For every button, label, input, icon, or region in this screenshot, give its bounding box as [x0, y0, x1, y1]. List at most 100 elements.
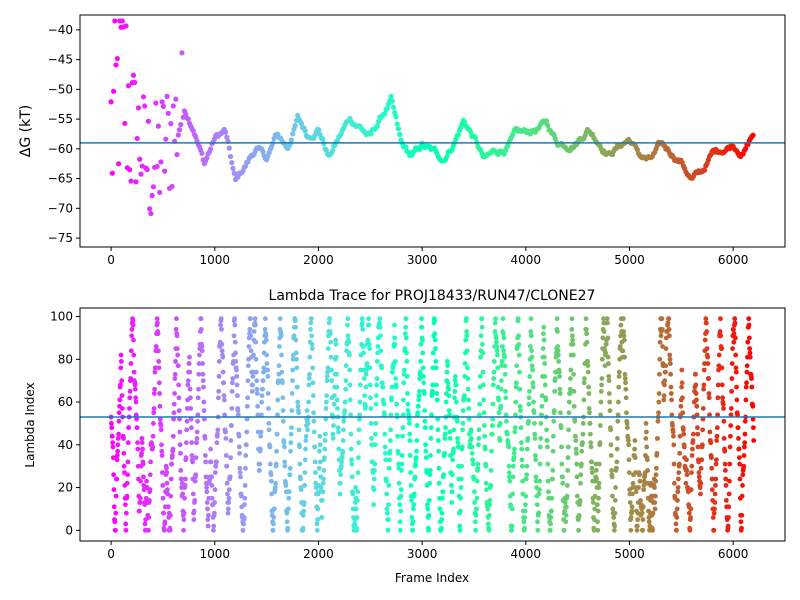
lambda-point [480, 350, 486, 356]
lambda-panel: Lambda Trace for PROJ18433/RUN47/CLONE27… [23, 288, 786, 585]
lambda-point [336, 446, 342, 452]
lambda-point [417, 369, 423, 375]
lambda-point [700, 416, 706, 422]
lambda-point [411, 491, 417, 497]
lambda-point [416, 397, 422, 403]
lambda-point [337, 491, 343, 497]
lambda-point [384, 491, 390, 497]
x-tick: 5000 [614, 541, 645, 561]
lambda-point [123, 510, 129, 516]
lambda-point [419, 316, 424, 322]
lambda-point [476, 442, 481, 448]
lambda-point [599, 376, 605, 381]
lambda-point [560, 474, 565, 480]
delta-g-point [193, 134, 199, 140]
lambda-point [180, 491, 186, 497]
delta-g-point [140, 94, 147, 100]
lambda-point [736, 446, 742, 452]
lambda-point [311, 418, 317, 424]
lambda-point [591, 527, 597, 533]
lambda-point [477, 374, 483, 379]
lambda-point [446, 408, 452, 414]
lambda-point [555, 344, 561, 349]
delta-g-point [135, 105, 142, 111]
lambda-point [632, 455, 638, 461]
lambda-point [287, 472, 293, 478]
lambda-point [428, 435, 434, 441]
lambda-point [249, 388, 255, 394]
lambda-point [115, 435, 121, 441]
lambda-point [374, 376, 380, 381]
lambda-point [407, 453, 413, 458]
lambda-point [111, 472, 116, 478]
lambda-point [132, 382, 138, 388]
delta-g-point [112, 18, 118, 24]
lambda-point [176, 395, 182, 401]
lambda-point [195, 395, 201, 401]
lambda-point [497, 438, 503, 443]
lambda-point [494, 348, 500, 354]
lambda-point [410, 519, 416, 525]
lambda-point [126, 425, 132, 431]
lambda-point [447, 435, 453, 441]
lambda-point [251, 329, 257, 334]
lambda-point [140, 446, 145, 452]
lambda-point [479, 316, 485, 322]
delta-g-point [128, 178, 134, 184]
lambda-point [746, 335, 752, 341]
lambda-point [184, 418, 190, 424]
lambda-point [439, 510, 445, 516]
lambda-point [265, 374, 271, 379]
lambda-point [224, 480, 230, 486]
lambda-point [750, 403, 756, 409]
lambda-point [689, 453, 695, 458]
lambda-point [295, 399, 301, 405]
y-tick: 20 [58, 481, 80, 495]
lambda-point [708, 455, 714, 461]
lambda-point [118, 359, 124, 364]
lambda-point [428, 453, 433, 458]
lambda-point [586, 391, 592, 396]
lambda-point [389, 384, 395, 390]
lambda-point [483, 463, 489, 469]
lambda-point [255, 403, 260, 409]
lambda-point [173, 359, 178, 364]
lambda-point [542, 382, 548, 388]
lambda-point [345, 322, 350, 328]
lambda-point [373, 431, 378, 437]
lambda-point [661, 397, 667, 403]
delta-g-point [154, 163, 160, 170]
lambda-point [309, 341, 315, 347]
lambda-point [397, 502, 403, 508]
lambda-point [345, 333, 351, 339]
lambda-point [493, 335, 499, 341]
lambda-point [481, 410, 487, 416]
delta-g-point [168, 121, 174, 127]
lambda-point [398, 493, 404, 499]
lambda-point [620, 348, 626, 354]
lambda-point [388, 412, 394, 418]
lambda-point [401, 397, 406, 403]
lambda-point [384, 510, 390, 516]
lambda-point [571, 388, 577, 394]
lambda-point [693, 382, 699, 388]
lambda-point [442, 431, 448, 437]
delta-g-point [176, 127, 183, 133]
lambda-point [301, 508, 307, 514]
lambda-point [281, 444, 287, 450]
lambda-point [598, 412, 604, 418]
lambda-point [526, 401, 532, 407]
lambda-point [448, 483, 454, 488]
lambda-point [574, 450, 579, 456]
lambda-point [130, 322, 136, 328]
lambda-point [261, 365, 267, 371]
lambda-point [364, 367, 369, 373]
lambda-point [524, 446, 530, 452]
delta-g-point [132, 79, 138, 86]
lambda-point [606, 378, 612, 384]
delta-g-point [170, 103, 176, 109]
lambda-point [711, 527, 717, 533]
lambda-point [536, 487, 542, 493]
lambda-point [251, 352, 256, 358]
